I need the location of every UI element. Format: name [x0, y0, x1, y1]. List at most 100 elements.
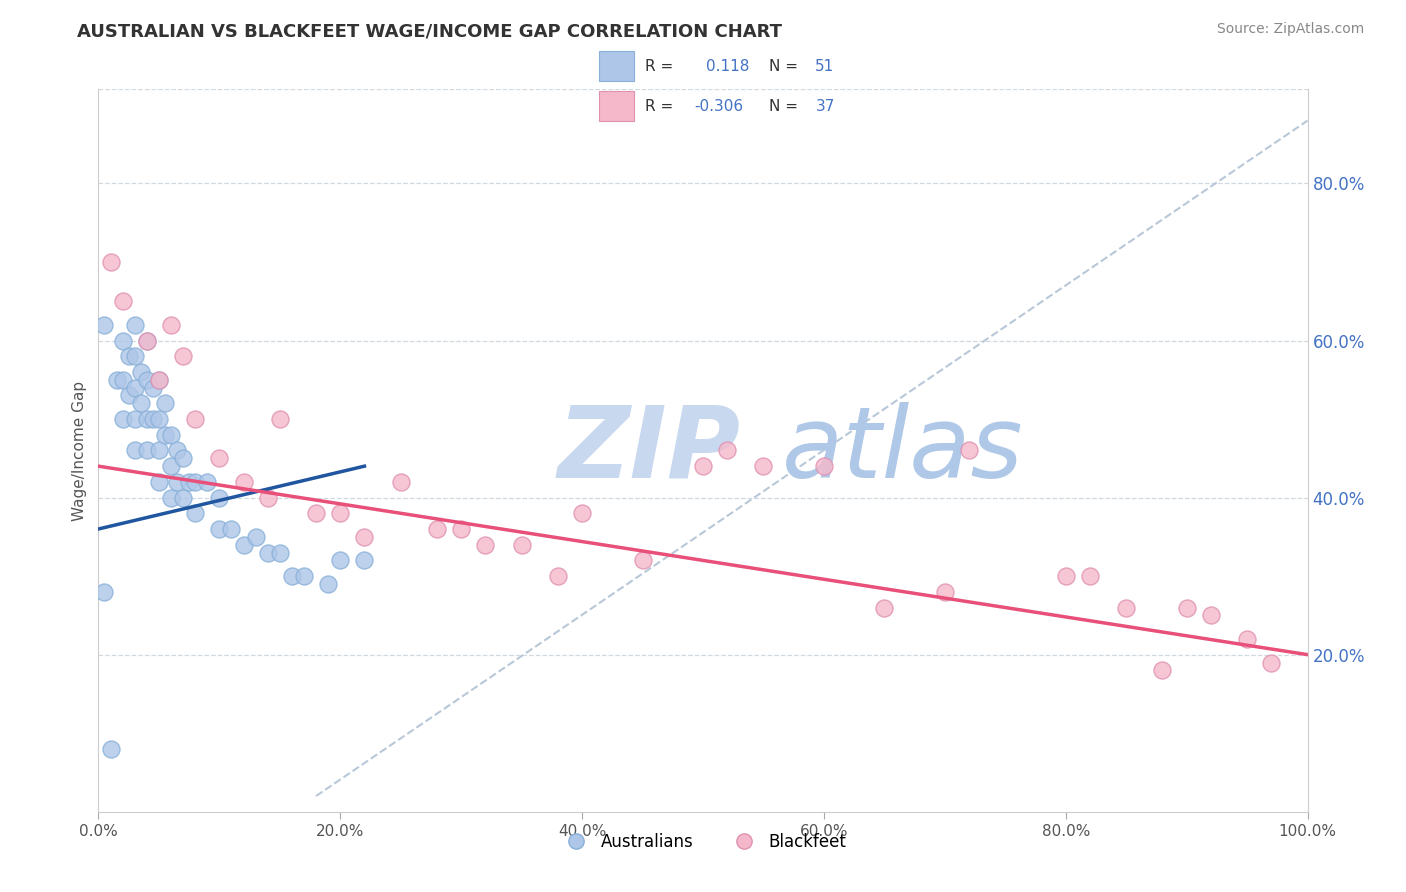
Point	[124, 349, 146, 363]
Point	[153, 396, 176, 410]
Point	[510, 538, 533, 552]
Point	[571, 506, 593, 520]
Point	[142, 412, 165, 426]
Text: ZIP: ZIP	[558, 402, 741, 499]
Point	[934, 584, 956, 599]
Point	[716, 443, 738, 458]
Point	[208, 451, 231, 466]
Point	[305, 506, 328, 520]
Point	[547, 569, 569, 583]
Point	[135, 373, 157, 387]
Point	[135, 443, 157, 458]
Point	[1260, 656, 1282, 670]
Point	[166, 475, 188, 489]
Text: R =: R =	[645, 59, 673, 74]
Bar	[599, 52, 634, 81]
Point	[232, 538, 254, 552]
Text: AUSTRALIAN VS BLACKFEET WAGE/INCOME GAP CORRELATION CHART: AUSTRALIAN VS BLACKFEET WAGE/INCOME GAP …	[77, 22, 782, 40]
Point	[692, 459, 714, 474]
Point	[124, 443, 146, 458]
Point	[172, 491, 194, 505]
Text: N =: N =	[769, 59, 797, 74]
Point	[329, 506, 352, 520]
Point	[184, 475, 207, 489]
Point	[474, 538, 496, 552]
Point	[873, 600, 896, 615]
Point	[292, 569, 315, 583]
Point	[1054, 569, 1077, 583]
Text: N =: N =	[769, 98, 797, 113]
Point	[124, 381, 146, 395]
Point	[269, 412, 291, 426]
Text: Source: ZipAtlas.com: Source: ZipAtlas.com	[1216, 22, 1364, 37]
Point	[93, 584, 115, 599]
Point	[208, 522, 231, 536]
Point	[172, 451, 194, 466]
Point	[1078, 569, 1101, 583]
Point	[129, 396, 152, 410]
Y-axis label: Wage/Income Gap: Wage/Income Gap	[72, 380, 87, 521]
Point	[100, 255, 122, 269]
Point	[353, 530, 375, 544]
Point	[1175, 600, 1198, 615]
Point	[111, 294, 134, 309]
Point	[166, 443, 188, 458]
Point	[269, 545, 291, 559]
Point	[752, 459, 775, 474]
Point	[135, 334, 157, 348]
Point	[148, 373, 170, 387]
Point	[111, 412, 134, 426]
Text: 0.118: 0.118	[706, 59, 749, 74]
Point	[148, 475, 170, 489]
Point	[142, 381, 165, 395]
Point	[118, 349, 141, 363]
Point	[93, 318, 115, 332]
Point	[111, 334, 134, 348]
Text: 37: 37	[815, 98, 835, 113]
Point	[172, 349, 194, 363]
Point	[160, 318, 183, 332]
Point	[450, 522, 472, 536]
Point	[148, 412, 170, 426]
Point	[118, 388, 141, 402]
Point	[256, 545, 278, 559]
Point	[153, 427, 176, 442]
Point	[1236, 632, 1258, 646]
Point	[281, 569, 304, 583]
Text: -0.306: -0.306	[695, 98, 744, 113]
Point	[184, 506, 207, 520]
Point	[631, 553, 654, 567]
Point	[208, 491, 231, 505]
Point	[111, 373, 134, 387]
Point	[184, 412, 207, 426]
Point	[124, 318, 146, 332]
Point	[329, 553, 352, 567]
Point	[160, 459, 183, 474]
Point	[135, 412, 157, 426]
Point	[195, 475, 218, 489]
Point	[316, 577, 339, 591]
Point	[813, 459, 835, 474]
Point	[129, 365, 152, 379]
Text: R =: R =	[645, 98, 673, 113]
Point	[160, 427, 183, 442]
Point	[426, 522, 449, 536]
Point	[353, 553, 375, 567]
Point	[148, 443, 170, 458]
Text: atlas: atlas	[782, 402, 1024, 499]
Point	[124, 412, 146, 426]
Point	[1152, 664, 1174, 678]
Bar	[599, 91, 634, 120]
Point	[232, 475, 254, 489]
Point	[957, 443, 980, 458]
Point	[179, 475, 201, 489]
Point	[1115, 600, 1137, 615]
Point	[105, 373, 128, 387]
Point	[245, 530, 267, 544]
Point	[148, 373, 170, 387]
Point	[221, 522, 243, 536]
Text: 51: 51	[815, 59, 835, 74]
Point	[160, 491, 183, 505]
Point	[389, 475, 412, 489]
Point	[135, 334, 157, 348]
